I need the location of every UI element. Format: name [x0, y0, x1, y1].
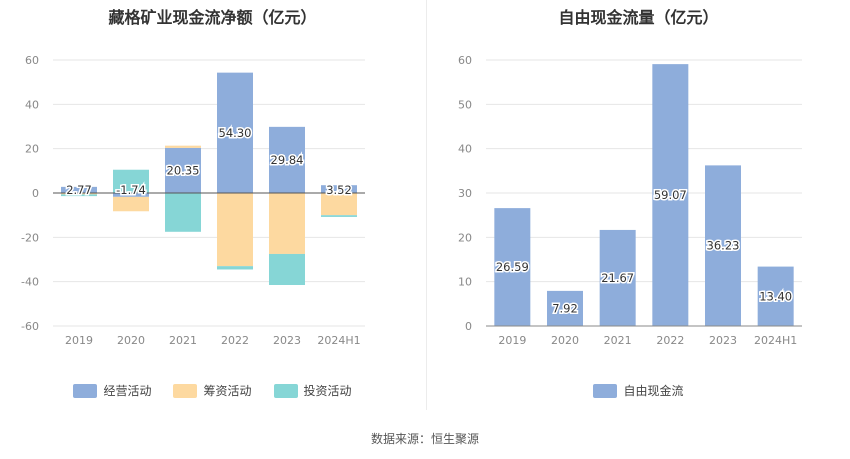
data-label: 54.30	[219, 126, 252, 140]
bar	[269, 193, 305, 254]
y-tick-label: 10	[458, 276, 472, 289]
data-label: 59.07	[654, 188, 687, 202]
x-tick-label: 2020	[117, 334, 145, 347]
y-tick-label: 50	[458, 98, 472, 111]
bar	[61, 193, 97, 195]
bar	[321, 185, 357, 193]
bar	[269, 126, 305, 193]
legend-item[interactable]: 自由现金流	[593, 382, 684, 399]
bar	[494, 208, 531, 326]
data-label: 20.35	[167, 163, 200, 177]
data-label: -1.74	[116, 183, 146, 197]
bar	[165, 147, 201, 193]
bar	[269, 253, 305, 285]
x-tick-label: 2022	[221, 334, 249, 347]
bar	[217, 193, 253, 267]
data-label: 3.52	[326, 183, 352, 197]
legend-item[interactable]: 投资活动	[273, 382, 352, 399]
legend-label: 投资活动	[303, 384, 352, 398]
y-tick-label: 0	[32, 187, 39, 200]
y-tick-label: 0	[465, 320, 472, 333]
y-tick-label: 20	[25, 143, 39, 156]
free-cash-flow-chart: 60 50 40 30 20 10 0 2019 2020 2021 2022 2023 2024H1 2…	[458, 54, 802, 347]
cash-flow-chart: 60 40 20 0 -20 -40 -60 2019 2020 2021 2022 2023 2024…	[21, 54, 365, 347]
chart-legend: 自由现金流	[427, 382, 850, 399]
chart-title: 自由现金流量（亿元）	[558, 8, 719, 27]
x-tick-label: 2021	[604, 334, 632, 347]
data-label: 7.92	[552, 301, 578, 315]
legend-item[interactable]: 筹资活动	[173, 382, 252, 399]
data-label: 2.77	[66, 183, 92, 197]
x-tick-label: 2021	[169, 334, 197, 347]
bar	[113, 196, 149, 212]
bar	[599, 229, 636, 326]
data-label: 21.67	[601, 271, 634, 285]
panel-divider	[426, 0, 427, 410]
y-tick-label: -60	[21, 320, 39, 333]
legend-label: 自由现金流	[623, 384, 684, 398]
legend-label: 筹资活动	[203, 384, 252, 398]
bar	[705, 165, 741, 326]
chart-legend: 经营活动 筹资活动 投资活动	[0, 382, 425, 399]
y-tick-label: 40	[458, 143, 472, 156]
x-tick-label: 2024H1	[317, 334, 360, 347]
y-tick-label: 60	[458, 54, 472, 67]
data-label: 13.40	[759, 289, 792, 303]
legend-swatch	[273, 383, 298, 398]
chart-title: 藏格矿业现金流净额（亿元）	[108, 8, 317, 27]
y-tick-label: -40	[21, 276, 39, 289]
bar	[113, 169, 149, 193]
bar	[547, 290, 583, 326]
x-tick-label: 2019	[65, 334, 93, 347]
bar	[165, 145, 201, 148]
bar	[321, 215, 357, 217]
free-cash-flow-chart-panel: 自由现金流量（亿元） 60 50 40 30 20 10 0 2019 2020 2021 2022…	[427, 0, 850, 410]
x-tick-label: 2022	[656, 334, 684, 347]
data-source: 数据来源：恒生聚源	[370, 432, 479, 446]
bar	[61, 194, 97, 197]
data-label: 26.59	[496, 260, 529, 274]
y-tick-label: 30	[458, 187, 472, 200]
data-label: 29.84	[271, 153, 304, 167]
bar	[217, 72, 253, 193]
bar	[217, 266, 253, 270]
x-tick-label: 2020	[551, 334, 579, 347]
data-label: 36.23	[707, 239, 740, 253]
bar	[321, 193, 357, 216]
legend-swatch	[593, 383, 618, 398]
bar	[61, 186, 97, 193]
bar	[757, 266, 794, 326]
x-tick-label: 2024H1	[754, 334, 797, 347]
x-tick-label: 2019	[498, 334, 526, 347]
legend-label: 经营活动	[103, 384, 152, 398]
y-tick-label: -20	[21, 231, 39, 244]
bar	[165, 193, 201, 232]
legend-swatch	[173, 383, 198, 398]
y-tick-label: 40	[25, 98, 39, 111]
bar	[652, 64, 689, 327]
legend-swatch	[73, 383, 98, 398]
cash-flow-chart-panel: 藏格矿业现金流净额（亿元） 60 40 20 0 -20 -40 -60 2019 2020 20…	[0, 0, 425, 410]
bar	[113, 193, 149, 197]
y-tick-label: 20	[458, 231, 472, 244]
y-tick-label: 60	[25, 54, 39, 67]
legend-item[interactable]: 经营活动	[73, 382, 151, 399]
x-tick-label: 2023	[273, 334, 301, 347]
x-tick-label: 2023	[709, 334, 737, 347]
